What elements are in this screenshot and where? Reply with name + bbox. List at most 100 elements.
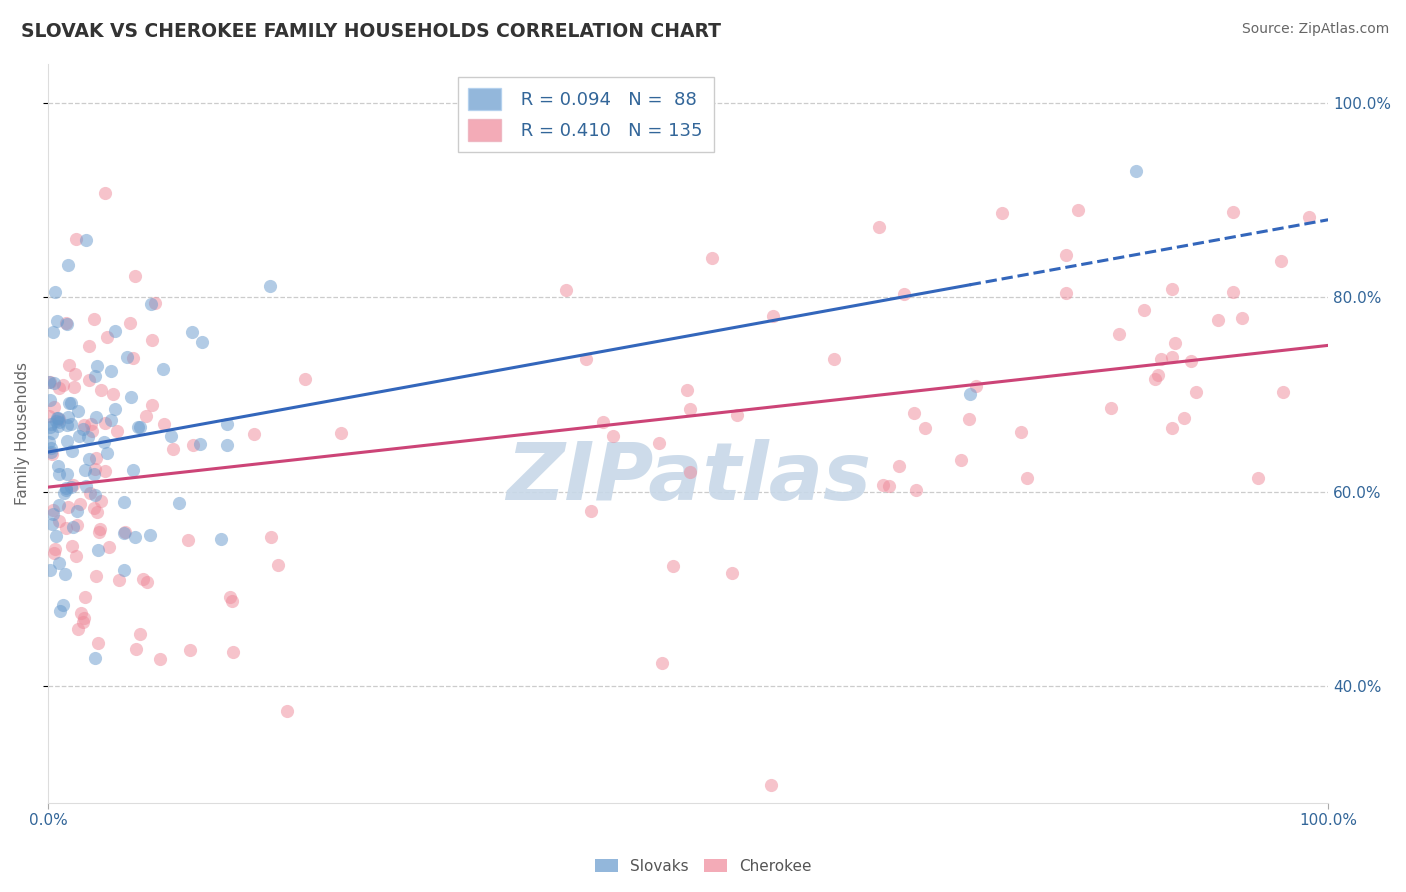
Point: [83, 369, 105, 384]
Point: [122, 351, 145, 366]
Point: [1160, 351, 1182, 365]
Legend:  R = 0.094   N =  88,  R = 0.410   N = 135: R = 0.094 N = 88, R = 0.410 N = 135: [457, 77, 714, 152]
Point: [260, 530, 283, 544]
Point: [83, 311, 105, 326]
Point: [191, 334, 214, 349]
Point: [60, 396, 83, 410]
Point: [1067, 202, 1090, 217]
Point: [48, 416, 70, 430]
Point: [167, 496, 190, 510]
Point: [107, 573, 129, 587]
Point: [84, 410, 107, 425]
Point: [1222, 285, 1244, 299]
Point: [1230, 311, 1253, 326]
Point: [44, 400, 66, 414]
Point: [60, 539, 83, 553]
Point: [46, 419, 69, 434]
Point: [903, 406, 925, 420]
Point: [67, 622, 90, 636]
Point: [62, 520, 84, 534]
Point: [1015, 470, 1038, 484]
Point: [162, 442, 184, 456]
Point: [112, 495, 135, 509]
Point: [1173, 410, 1195, 425]
Point: [38, 420, 60, 434]
Point: [80, 417, 103, 431]
Point: [96, 446, 118, 460]
Point: [49, 604, 72, 618]
Point: [58, 395, 80, 409]
Point: [120, 316, 142, 330]
Point: [48, 514, 70, 528]
Text: Source: ZipAtlas.com: Source: ZipAtlas.com: [1241, 22, 1389, 37]
Point: [179, 643, 201, 657]
Point: [139, 528, 162, 542]
Point: [44, 542, 66, 557]
Point: [889, 459, 911, 474]
Point: [41, 441, 63, 455]
Point: [90, 494, 112, 508]
Point: [45, 410, 67, 425]
Point: [90, 384, 112, 398]
Point: [48, 467, 70, 481]
Point: [53, 567, 76, 582]
Point: [75, 233, 97, 247]
Point: [56, 418, 79, 433]
Point: [94, 464, 117, 478]
Point: [48, 556, 70, 570]
Point: [100, 413, 122, 427]
Point: [48, 411, 70, 425]
Point: [1161, 281, 1184, 295]
Point: [141, 333, 163, 347]
Point: [56, 434, 79, 448]
Point: [1150, 351, 1173, 366]
Text: SLOVAK VS CHEROKEE FAMILY HOUSEHOLDS CORRELATION CHART: SLOVAK VS CHEROKEE FAMILY HOUSEHOLDS COR…: [21, 22, 721, 41]
Point: [70, 606, 93, 620]
Point: [105, 424, 128, 438]
Point: [1133, 303, 1156, 318]
Point: [66, 504, 89, 518]
Point: [1010, 425, 1032, 440]
Point: [44, 285, 66, 300]
Point: [679, 465, 702, 479]
Point: [44, 376, 66, 391]
Point: [114, 526, 136, 541]
Point: [73, 463, 96, 477]
Point: [73, 611, 96, 625]
Point: [38, 434, 60, 449]
Point: [700, 251, 723, 265]
Point: [1146, 368, 1168, 382]
Point: [79, 486, 101, 500]
Point: [59, 480, 82, 494]
Point: [87, 636, 110, 650]
Point: [86, 505, 108, 519]
Point: [65, 367, 87, 381]
Point: [103, 386, 125, 401]
Point: [93, 435, 115, 450]
Point: [96, 330, 118, 344]
Point: [761, 309, 783, 323]
Point: [153, 417, 176, 432]
Point: [152, 361, 174, 376]
Point: [143, 296, 166, 310]
Point: [45, 528, 67, 542]
Point: [55, 317, 77, 331]
Point: [41, 426, 63, 441]
Point: [72, 417, 94, 432]
Point: [914, 420, 936, 434]
Point: [330, 425, 353, 440]
Point: [128, 626, 150, 640]
Point: [87, 543, 110, 558]
Point: [55, 316, 77, 330]
Point: [581, 504, 603, 518]
Point: [55, 467, 77, 482]
Point: [959, 387, 981, 401]
Point: [39, 393, 62, 408]
Point: [55, 521, 77, 535]
Point: [73, 590, 96, 604]
Point: [52, 598, 75, 612]
Point: [141, 398, 163, 412]
Point: [135, 409, 157, 424]
Point: [42, 503, 65, 517]
Point: [89, 522, 111, 536]
